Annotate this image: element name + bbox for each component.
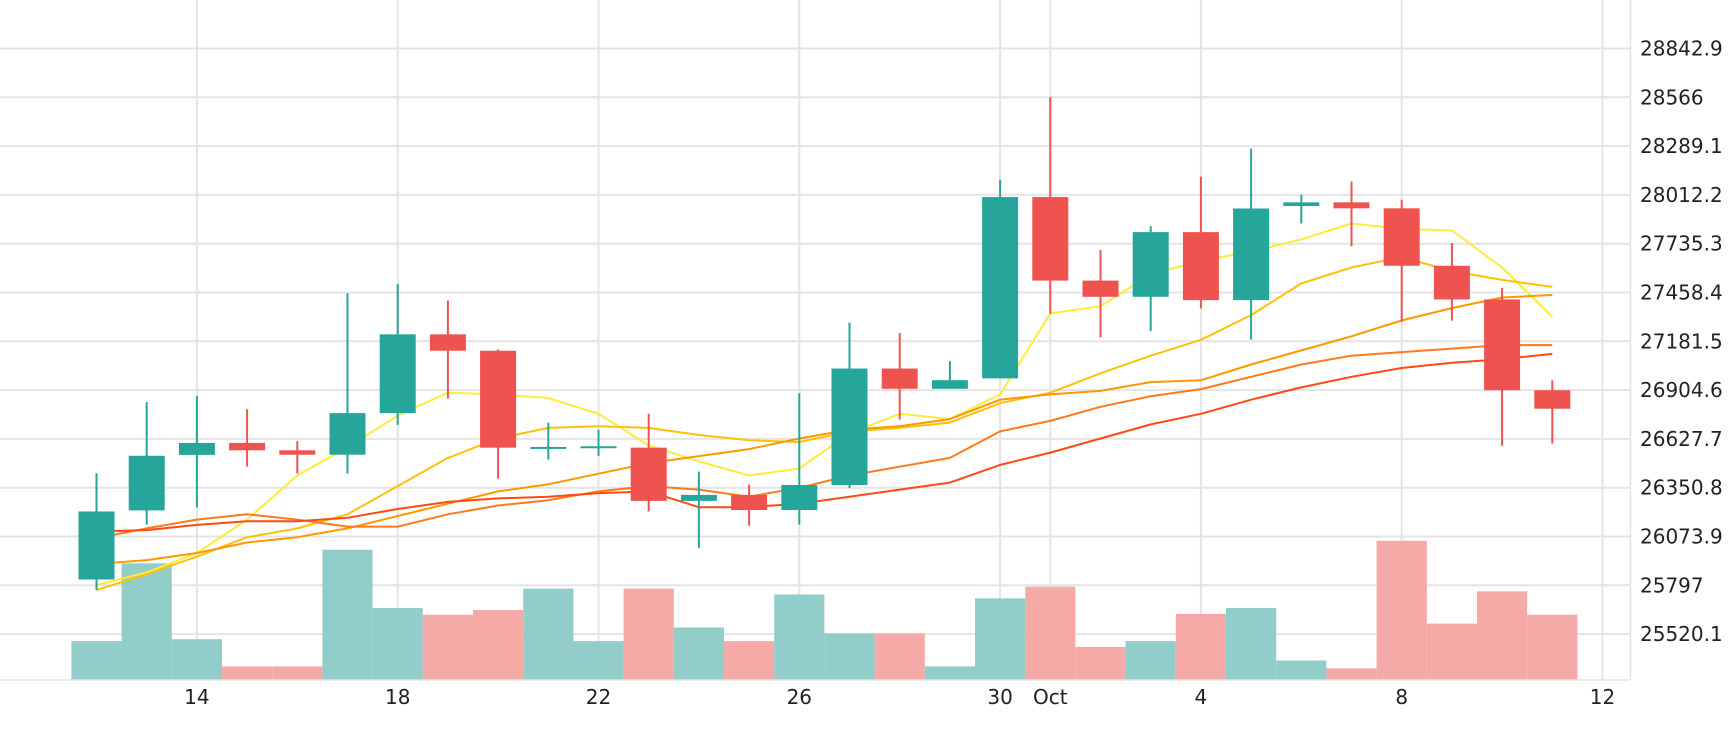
volume-bar <box>623 588 674 680</box>
volume-bar <box>71 641 122 680</box>
candle-body <box>1132 232 1169 297</box>
volume-bar <box>1025 586 1076 680</box>
volume-bar <box>573 641 624 680</box>
y-tick-label: 28842.9 <box>1640 37 1723 61</box>
volume-bars <box>71 540 1578 680</box>
y-tick-label: 26904.6 <box>1640 378 1723 402</box>
y-tick-label: 25797 <box>1640 573 1704 597</box>
volume-bar <box>774 594 825 680</box>
volume-bar <box>724 641 775 680</box>
moving-average-line <box>96 293 1553 565</box>
x-tick-label: 30 <box>987 685 1012 709</box>
volume-bar <box>171 639 222 680</box>
volume-bar <box>975 598 1026 680</box>
volume-bar <box>1376 540 1427 680</box>
volume-bar <box>1125 641 1176 680</box>
candles <box>78 97 1571 591</box>
candle-body <box>1484 299 1521 391</box>
y-tick-label: 27181.5 <box>1640 329 1723 353</box>
y-tick-label: 26627.7 <box>1640 427 1723 451</box>
volume-bar <box>1075 646 1126 680</box>
y-tick-label: 27458.4 <box>1640 281 1723 305</box>
x-tick-label: 18 <box>385 685 410 709</box>
candle-body <box>229 442 266 451</box>
volume-bar <box>673 627 724 680</box>
candle-body <box>530 446 567 449</box>
volume-bar <box>322 549 373 680</box>
x-tick-label: 8 <box>1395 685 1408 709</box>
volume-bar <box>523 588 574 680</box>
y-tick-label: 27735.3 <box>1640 232 1723 256</box>
volume-bar <box>1426 623 1477 680</box>
y-tick-label: 28012.2 <box>1640 183 1723 207</box>
y-tick-label: 25520.1 <box>1640 622 1723 646</box>
candle-body <box>1333 202 1370 209</box>
x-tick-label: 12 <box>1590 685 1615 709</box>
volume-bar <box>372 608 423 680</box>
moving-average-line <box>96 222 1554 587</box>
candle-body <box>630 447 667 501</box>
candle-body <box>480 350 517 448</box>
candle-body <box>1182 232 1219 301</box>
volume-bar <box>422 614 473 680</box>
x-tick-label: 14 <box>184 685 209 709</box>
candle-body <box>128 455 165 511</box>
axes: 28842.9 28566 28289.1 28012.2 27735.3 27458.4… <box>0 0 1723 709</box>
volume-bar <box>1226 608 1277 680</box>
candle-body <box>580 446 617 449</box>
candle-body <box>279 450 316 455</box>
candle-body <box>1032 197 1069 281</box>
y-tick-label: 28289.1 <box>1640 134 1723 158</box>
x-tick-label: 4 <box>1195 685 1208 709</box>
candle-body <box>78 511 115 580</box>
volume-bar <box>824 633 875 680</box>
y-tick-label: 26350.8 <box>1640 476 1723 500</box>
moving-average-line <box>96 352 1553 533</box>
volume-bar <box>1326 668 1377 680</box>
x-tick-label: Oct <box>1033 685 1068 709</box>
moving-average-line <box>96 256 1553 592</box>
volume-bar <box>121 563 172 680</box>
candle-body <box>1433 265 1470 300</box>
volume-bar <box>473 610 524 680</box>
volume-bar <box>1477 591 1528 680</box>
volume-bar <box>222 666 273 680</box>
moving-average-lines <box>96 222 1554 592</box>
volume-bar <box>1276 660 1327 680</box>
x-tick-label: 26 <box>787 685 812 709</box>
moving-average-line <box>96 344 1553 540</box>
x-tick-label: 22 <box>586 685 611 709</box>
candle-body <box>1534 390 1571 409</box>
candle-body <box>1082 280 1119 297</box>
candle-body <box>931 380 968 389</box>
candle-body <box>731 494 768 511</box>
candle-body <box>781 485 818 511</box>
candle-body <box>831 368 868 486</box>
candle-body <box>1383 208 1420 266</box>
candle-body <box>1233 208 1270 301</box>
volume-bar <box>272 666 323 680</box>
candle-body <box>1283 202 1320 207</box>
y-tick-label: 26073.9 <box>1640 525 1723 549</box>
candle-body <box>680 494 717 501</box>
candle-body <box>178 442 215 455</box>
volume-bar <box>874 633 925 680</box>
candle-body <box>982 197 1019 379</box>
candle-body <box>429 334 466 351</box>
volume-bar <box>924 666 975 680</box>
candle-body <box>329 413 366 455</box>
volume-bar <box>1527 614 1578 680</box>
candle-body <box>881 368 918 389</box>
candle-body <box>379 334 416 414</box>
y-tick-label: 28566 <box>1640 85 1704 109</box>
volume-bar <box>1175 613 1226 680</box>
